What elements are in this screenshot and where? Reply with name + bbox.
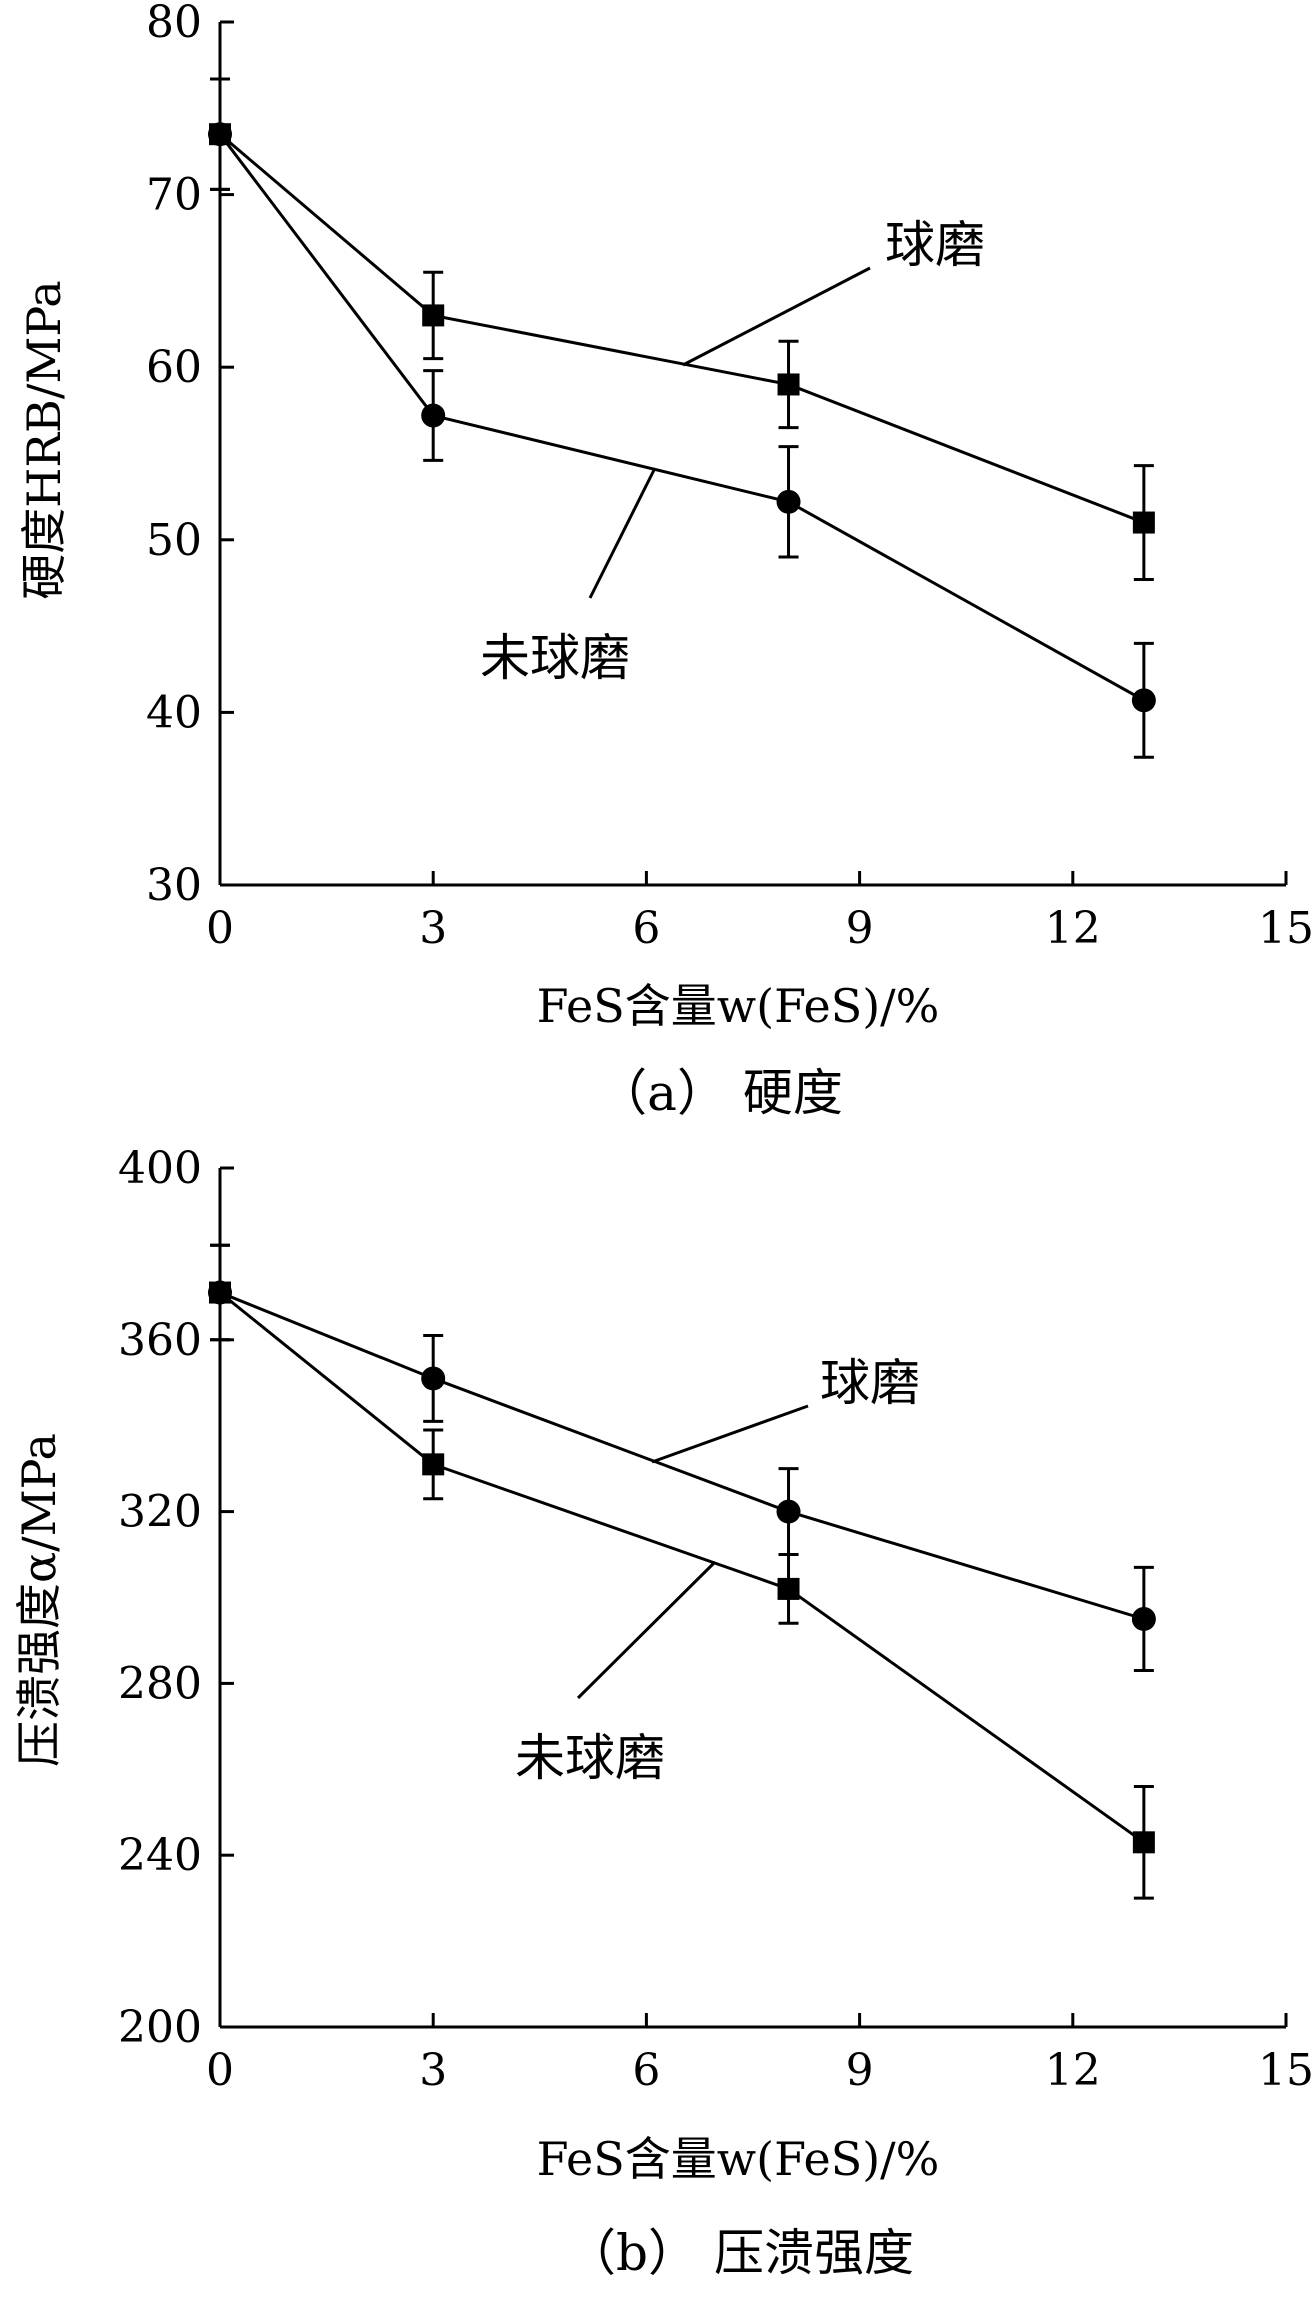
x-tick-label: 9: [846, 2045, 874, 2096]
y-tick-label: 60: [146, 342, 202, 393]
series-leader-line: [576, 1560, 717, 1700]
x-axis-label: FeS含量w(FeS)/%: [537, 979, 940, 1033]
y-tick-label: 320: [118, 1487, 202, 1538]
data-point: [421, 403, 446, 428]
y-tick-label: 50: [146, 515, 202, 566]
y-tick-label: 70: [146, 170, 202, 221]
y-axis-label: 压溃强度α/MPa: [12, 1433, 66, 1767]
data-point: [421, 1366, 446, 1391]
series-line: [218, 133, 1145, 702]
series-label: 球磨: [820, 1354, 920, 1412]
data-point: [422, 304, 445, 327]
y-tick-label: 400: [118, 1143, 202, 1194]
y-axis-label: 硬度HRB/MPa: [17, 280, 71, 599]
series-line: [219, 1291, 1145, 1844]
data-point: [1132, 511, 1155, 534]
x-tick-label: 9: [846, 903, 874, 954]
y-tick-label: 360: [118, 1315, 202, 1366]
series-label: 未球磨: [515, 1729, 665, 1787]
data-point: [1131, 1606, 1156, 1631]
series-label: 球磨: [885, 216, 985, 274]
x-tick-label: 3: [419, 2045, 447, 2096]
x-tick-label: 12: [1045, 903, 1101, 954]
data-point: [1132, 1831, 1155, 1854]
chart-caption: （b） 压溃强度: [566, 2224, 914, 2282]
x-tick-label: 12: [1045, 2045, 1101, 2096]
y-tick-label: 80: [146, 0, 202, 48]
series-line: [219, 1291, 1145, 1621]
chart-caption: （a） 硬度: [597, 1064, 843, 1122]
data-point: [777, 373, 800, 396]
x-tick-label: 0: [206, 903, 234, 954]
x-tick-label: 3: [419, 903, 447, 954]
series-line: [219, 133, 1145, 524]
x-tick-label: 6: [632, 2045, 660, 2096]
y-tick-label: 30: [146, 860, 202, 911]
data-point: [776, 489, 801, 514]
series-leader-line: [682, 266, 871, 367]
y-tick-label: 280: [118, 1658, 202, 1709]
x-axis-label: FeS含量w(FeS)/%: [537, 2132, 940, 2186]
series-leader-line: [588, 467, 657, 599]
x-tick-label: 15: [1258, 903, 1314, 954]
data-point: [776, 1499, 801, 1524]
y-tick-label: 200: [118, 2002, 202, 2053]
data-point: [1131, 688, 1156, 713]
series-leader-line: [651, 1404, 809, 1464]
y-tick-label: 240: [118, 1830, 202, 1881]
y-tick-label: 40: [146, 687, 202, 738]
x-tick-label: 15: [1258, 2045, 1314, 2096]
data-point: [422, 1453, 445, 1476]
series-label: 未球磨: [480, 629, 630, 687]
data-point: [777, 1577, 800, 1600]
x-tick-label: 6: [632, 903, 660, 954]
x-tick-label: 0: [206, 2045, 234, 2096]
